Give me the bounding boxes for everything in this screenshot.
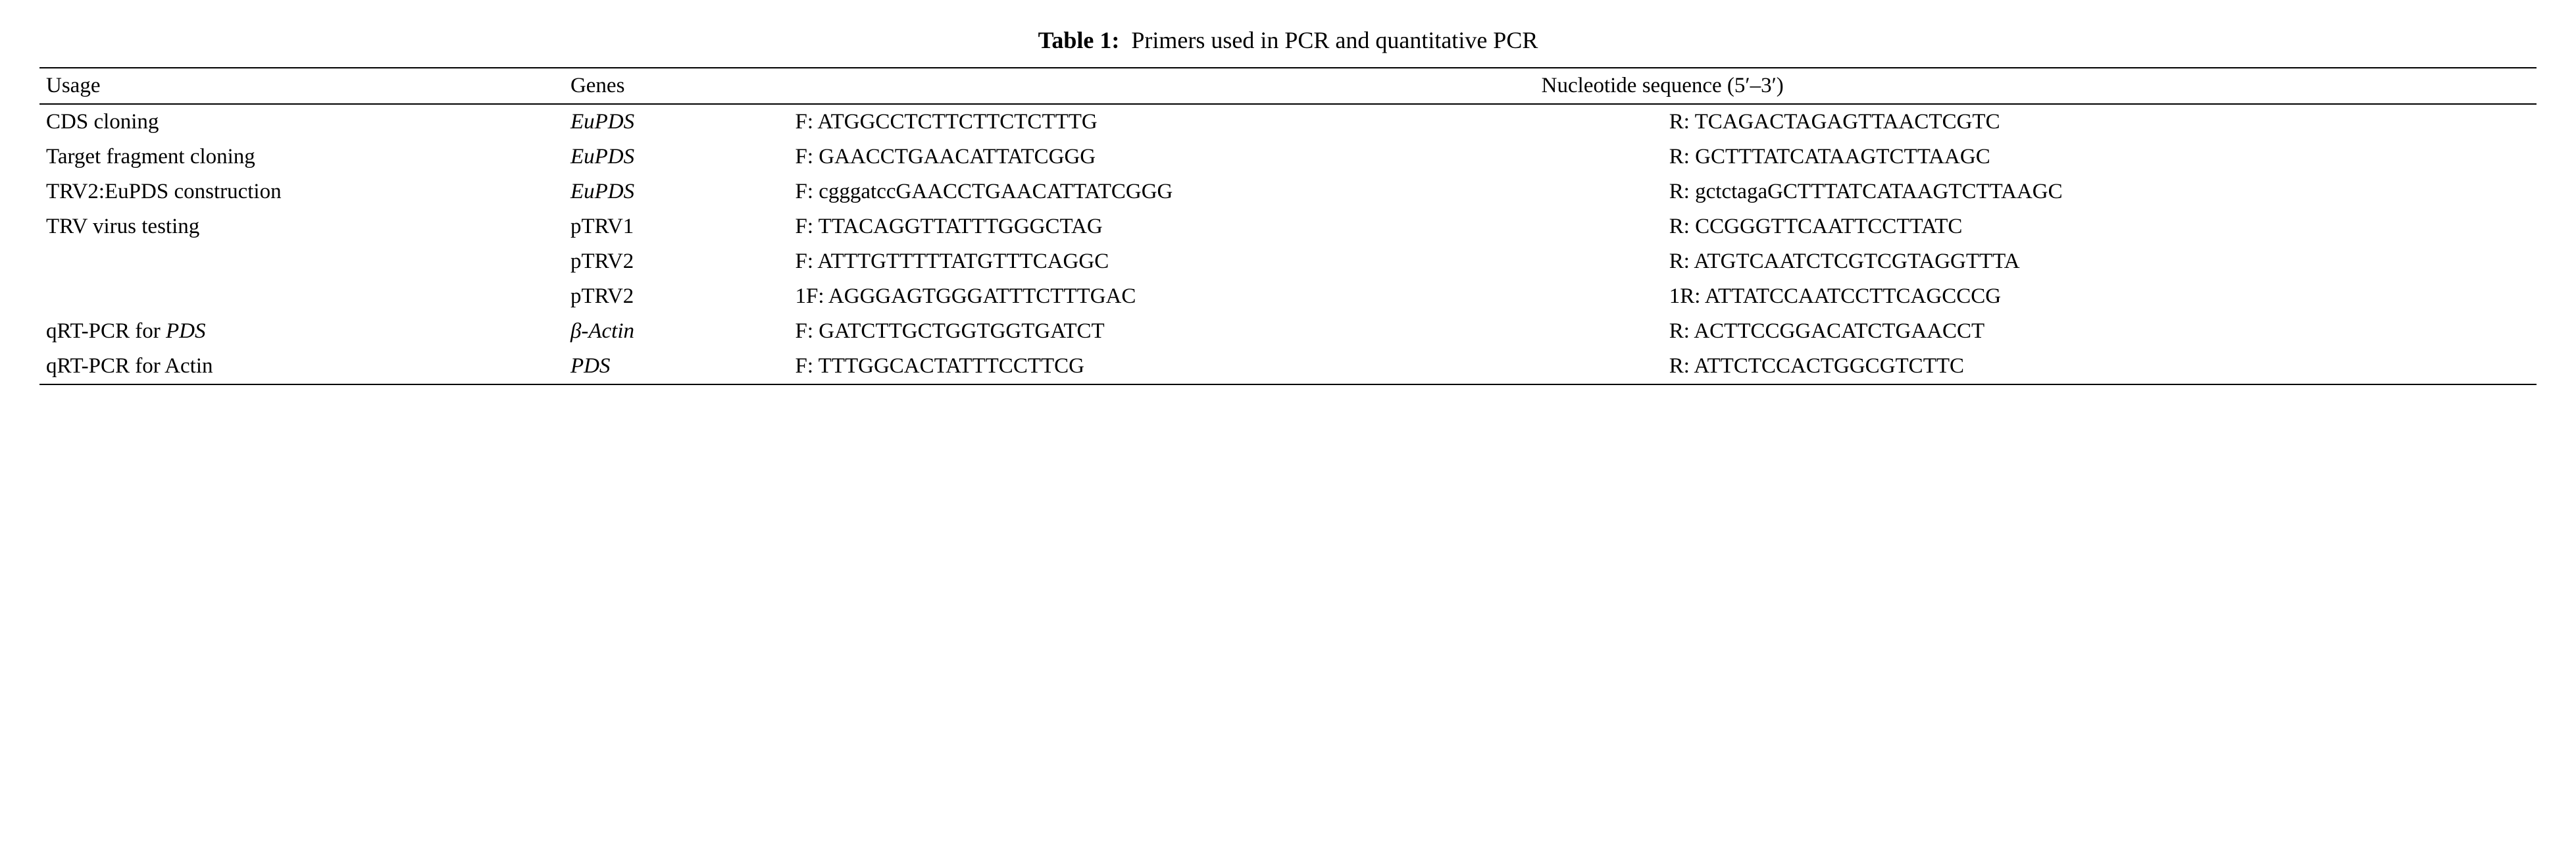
cell-usage: qRT-PCR for PDS	[39, 314, 564, 349]
cell-forward: F: TTACAGGTTATTTGGGCTAG	[788, 209, 1662, 244]
cell-gene: EuPDS	[564, 174, 789, 209]
primers-table: Usage Genes Nucleotide sequence (5′–3′) …	[39, 67, 2537, 385]
cell-gene: pTRV2	[564, 279, 789, 314]
header-sequence: Nucleotide sequence (5′–3′)	[788, 68, 2537, 104]
table-title-text	[1125, 27, 1131, 53]
cell-reverse: R: ATGTCAATCTCGTCGTAGGTTTA	[1663, 244, 2537, 279]
table-label: Table 1:	[1038, 27, 1120, 53]
cell-reverse: R: CCGGGTTCAATTCCTTATC	[1663, 209, 2537, 244]
cell-reverse: R: ATTCTCCACTGGCGTCTTC	[1663, 349, 2537, 384]
cell-gene: EuPDS	[564, 140, 789, 174]
cell-forward: F: TTTGGCACTATTTCCTTCG	[788, 349, 1662, 384]
cell-reverse: R: TCAGACTAGAGTTAACTCGTC	[1663, 104, 2537, 140]
cell-usage: CDS cloning	[39, 104, 564, 140]
table-row: qRT-PCR for PDS β-Actin F: GATCTTGCTGGTG…	[39, 314, 2537, 349]
cell-forward: F: ATTTGTTTTTATGTTTCAGGC	[788, 244, 1662, 279]
cell-forward: F: GATCTTGCTGGTGGTGATCT	[788, 314, 1662, 349]
table-row: qRT-PCR for Actin PDS F: TTTGGCACTATTTCC…	[39, 349, 2537, 384]
cell-forward: F: cgggatccGAACCTGAACATTATCGGG	[788, 174, 1662, 209]
table-container: Table 1: Primers used in PCR and quantit…	[39, 26, 2537, 385]
cell-reverse: R: gctctagaGCTTTATCATAAGTCTTAAGC	[1663, 174, 2537, 209]
table-row: pTRV2 1F: AGGGAGTGGGATTTCTTTGAC 1R: ATTA…	[39, 279, 2537, 314]
cell-usage: Target fragment cloning	[39, 140, 564, 174]
cell-gene: PDS	[564, 349, 789, 384]
table-title-caption: Primers used in PCR and quantitative PCR	[1131, 27, 1538, 53]
header-usage: Usage	[39, 68, 564, 104]
cell-reverse: R: GCTTTATCATAAGTCTTAAGC	[1663, 140, 2537, 174]
cell-reverse: 1R: ATTATCCAATCCTTCAGCCCG	[1663, 279, 2537, 314]
table-header-row: Usage Genes Nucleotide sequence (5′–3′)	[39, 68, 2537, 104]
header-genes: Genes	[564, 68, 789, 104]
cell-gene: pTRV2	[564, 244, 789, 279]
cell-gene: β-Actin	[564, 314, 789, 349]
table-title: Table 1: Primers used in PCR and quantit…	[39, 26, 2537, 54]
cell-gene: EuPDS	[564, 104, 789, 140]
table-row: pTRV2 F: ATTTGTTTTTATGTTTCAGGC R: ATGTCA…	[39, 244, 2537, 279]
cell-usage	[39, 244, 564, 279]
cell-forward: F: GAACCTGAACATTATCGGG	[788, 140, 1662, 174]
table-row: TRV virus testing pTRV1 F: TTACAGGTTATTT…	[39, 209, 2537, 244]
cell-usage	[39, 279, 564, 314]
cell-reverse: R: ACTTCCGGACATCTGAACCT	[1663, 314, 2537, 349]
cell-forward: 1F: AGGGAGTGGGATTTCTTTGAC	[788, 279, 1662, 314]
cell-usage: TRV2:EuPDS construction	[39, 174, 564, 209]
table-row: Target fragment cloning EuPDS F: GAACCTG…	[39, 140, 2537, 174]
cell-forward: F: ATGGCCTCTTCTTCTCTTTG	[788, 104, 1662, 140]
table-row: CDS cloning EuPDS F: ATGGCCTCTTCTTCTCTTT…	[39, 104, 2537, 140]
cell-usage: qRT-PCR for Actin	[39, 349, 564, 384]
table-row: TRV2:EuPDS construction EuPDS F: cgggatc…	[39, 174, 2537, 209]
cell-usage: TRV virus testing	[39, 209, 564, 244]
cell-gene: pTRV1	[564, 209, 789, 244]
table-body: CDS cloning EuPDS F: ATGGCCTCTTCTTCTCTTT…	[39, 104, 2537, 384]
